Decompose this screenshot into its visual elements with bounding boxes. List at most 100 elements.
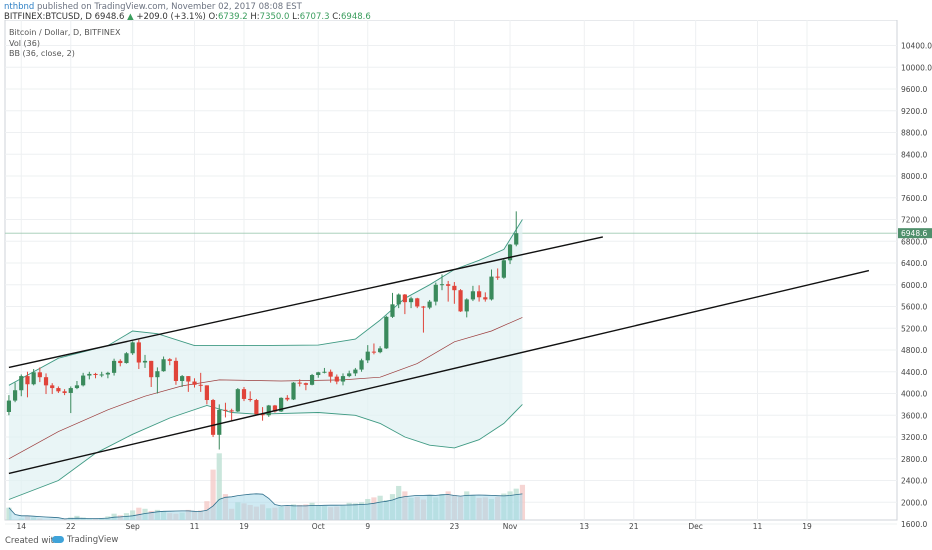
candle-body (384, 316, 389, 349)
candle-body (452, 285, 457, 291)
quote-line: BITFINEX:BTCUSD, D 6948.6 ▲ +209.0 (+3.1… (4, 12, 371, 22)
price-tick-label: 1600.0 (901, 520, 927, 529)
candle-body (334, 376, 339, 382)
candle-body (99, 374, 104, 376)
price-tick-label: 8800.0 (901, 129, 927, 138)
volume-bars (6, 453, 526, 520)
time-tick-label: Oct (312, 522, 325, 531)
candle-body (365, 351, 370, 361)
time-tick-label: 22 (66, 522, 76, 531)
volume-ma-area (8, 493, 523, 520)
open-value: 6739.2 (217, 12, 248, 22)
candle-body (272, 405, 278, 412)
candle-body (130, 342, 135, 354)
footer: Created with TradingView (0, 533, 932, 550)
candle-body (446, 284, 451, 286)
trendline (8, 269, 870, 475)
candle-body (266, 405, 271, 416)
candle-body (12, 390, 18, 401)
price-tick-label: 5200.0 (901, 324, 927, 333)
candle-body (62, 391, 67, 393)
volume-bar (130, 510, 136, 520)
candle-body (43, 377, 49, 386)
candle-body (371, 351, 377, 353)
candle-body (223, 409, 228, 411)
candle-body (421, 306, 426, 308)
legend-volume: Vol (36) (9, 38, 40, 48)
price-tick-label: 2000.0 (901, 498, 927, 507)
time-tick-label: 14 (17, 522, 27, 531)
price-chart[interactable]: 1600.0 2000.0 2400.0 2800.0 3200.0 3600.0 4000… (0, 20, 932, 533)
candle-body (124, 353, 129, 364)
tradingview-logo[interactable]: TradingView (52, 535, 118, 545)
candle-body (297, 382, 302, 384)
price-tick-label: 2400.0 (901, 477, 927, 486)
candle-body (378, 348, 383, 353)
trendline (8, 236, 604, 369)
tradingview-brand: TradingView (67, 535, 119, 545)
candle-body (303, 383, 308, 385)
time-tick-label: 23 (450, 522, 460, 531)
candle-body (279, 397, 284, 412)
legend-bollinger: BB (36, close, 2) (9, 49, 75, 58)
candle-body (458, 290, 463, 312)
candle-body (309, 375, 315, 385)
low-label: L: (292, 12, 300, 22)
candle-body (285, 397, 290, 400)
candle-body (402, 294, 407, 303)
price-change: +209.0 (+3.1%) (136, 12, 206, 22)
candle-body (235, 389, 240, 412)
candle-body (87, 373, 92, 376)
price-tick-label: 2800.0 (901, 455, 927, 464)
candle-body (489, 276, 494, 300)
bollinger-band-fill (8, 219, 523, 500)
candle-body (514, 233, 519, 245)
time-tick-label: 11 (190, 522, 200, 531)
symbol: BITFINEX:BTCUSD, D (4, 12, 92, 22)
bollinger-fill-area (8, 219, 523, 500)
price-tick-label: 10400.0 (901, 42, 932, 51)
candle-body (322, 371, 327, 373)
candle-body (81, 375, 86, 386)
candle-body (56, 388, 61, 392)
time-tick-label: Nov (503, 522, 518, 531)
bollinger-basis (8, 317, 523, 460)
candle-body (470, 291, 476, 300)
candle-body (477, 291, 482, 298)
candle-body (359, 360, 364, 370)
candle-body (248, 398, 253, 401)
price-tick-label: 3600.0 (901, 411, 927, 420)
time-tick-label: 9 (365, 522, 370, 531)
candle-body (93, 373, 98, 376)
candle-body (495, 276, 500, 278)
candle-body (68, 388, 73, 393)
candle-body (118, 360, 123, 364)
candle-body (408, 298, 414, 303)
bollinger-band-lines (8, 219, 523, 500)
time-tick-label: Dec (688, 522, 703, 531)
volume-bar (216, 453, 222, 520)
chart-legend: Bitcoin / Dollar, D, BITFINEX Vol (36) B… (9, 28, 120, 60)
price-tick-label: 5600.0 (901, 303, 927, 312)
candle-body (37, 372, 42, 378)
time-tick-label: 13 (580, 522, 590, 531)
price-tick-label: 3200.0 (901, 433, 927, 442)
time-tick-label: 11 (753, 522, 763, 531)
candle-body (433, 284, 438, 302)
legend-title: Bitcoin / Dollar, D, BITFINEX (9, 28, 121, 37)
candle-body (291, 382, 296, 400)
candle-body (390, 304, 395, 317)
trendlines (8, 236, 870, 475)
high-value: 7350.0 (259, 12, 290, 22)
candle-body (340, 376, 346, 382)
close-label: C: (332, 12, 341, 22)
published-text: published on TradingView.com, November 0… (37, 2, 302, 12)
candle-body (192, 381, 197, 385)
price-tick-label: 6800.0 (901, 237, 927, 246)
last-price-tag (898, 228, 932, 239)
candle-body (198, 384, 203, 386)
time-tick-label: 19 (239, 522, 249, 531)
candles (6, 211, 519, 450)
username-link[interactable]: nthbnd (4, 2, 35, 12)
candle-body (19, 376, 24, 391)
